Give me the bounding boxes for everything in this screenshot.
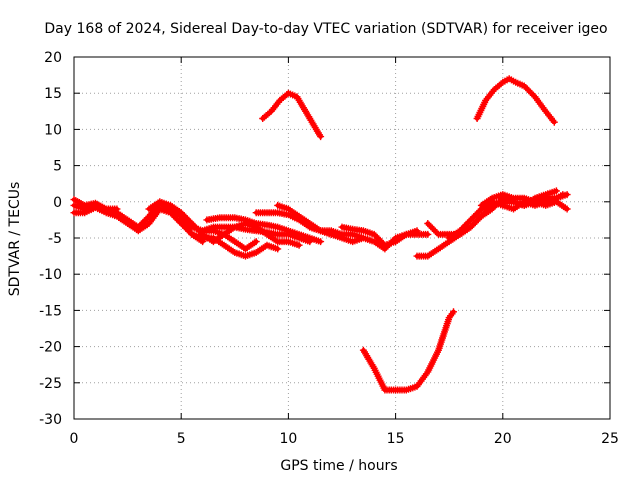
series-markers (338, 223, 421, 249)
x-tick-label: 10 (279, 431, 297, 447)
x-tick-label: 0 (70, 431, 79, 447)
series-markers (473, 75, 558, 126)
y-tick-label: -20 (39, 340, 62, 356)
y-tick-label: -10 (39, 267, 62, 283)
series-markers (359, 308, 457, 394)
series-markers (199, 223, 314, 246)
x-tick-label: 5 (177, 431, 186, 447)
series-markers (259, 89, 325, 141)
series-arc-6 (199, 223, 314, 246)
series-markers (177, 216, 282, 260)
x-tick-label: 25 (601, 431, 619, 447)
tick-labels: 0 5 10 15 20 25 -30 -25 -20 -15 -10 -5 0 5 10 15 20 (39, 50, 619, 447)
y-tick-label: -30 (39, 412, 62, 428)
series-arc-5 (177, 216, 282, 260)
series-arc-7 (203, 214, 325, 246)
x-tick-label: 15 (387, 431, 405, 447)
y-tick-label: 5 (53, 159, 62, 175)
series-arc-17 (477, 191, 571, 213)
series-arc-3 (70, 196, 121, 213)
y-tick-label: -5 (48, 231, 62, 247)
y-axis-label: SDTVAR / TECUs (7, 182, 23, 297)
y-tick-label: 20 (44, 50, 62, 66)
y-tick-label: 10 (44, 122, 62, 138)
x-axis-label: GPS time / hours (280, 458, 397, 474)
data-series (70, 75, 571, 394)
chart-title: Day 168 of 2024, Sidereal Day-to-day VTE… (44, 21, 607, 37)
grid (74, 57, 610, 419)
y-tick-label: 15 (44, 86, 62, 102)
series-arc-12 (338, 223, 421, 249)
series-markers (203, 214, 325, 246)
series-arc-18 (473, 75, 558, 126)
y-tick-label: -15 (39, 303, 62, 319)
series-arc-10 (259, 89, 325, 141)
tick-marks (73, 56, 611, 420)
y-tick-label: 0 (53, 195, 62, 211)
x-tick-label: 20 (494, 431, 512, 447)
series-arc-16 (445, 191, 571, 242)
y-tick-label: -25 (39, 376, 62, 392)
series-markers (477, 191, 571, 213)
series-markers (70, 196, 121, 213)
series-arc-13 (359, 308, 457, 394)
